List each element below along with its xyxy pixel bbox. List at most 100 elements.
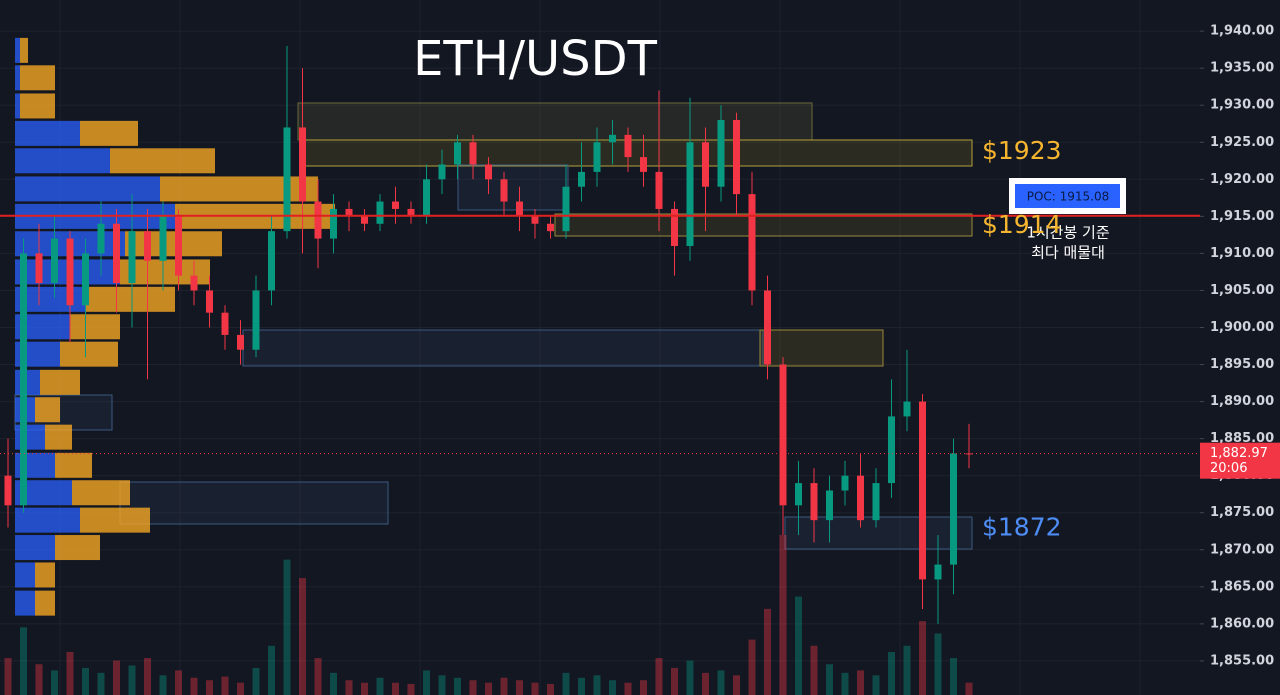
profile-down	[35, 562, 55, 588]
candle-body	[640, 157, 647, 172]
volume-bar	[407, 683, 415, 695]
volume-bar	[51, 670, 58, 695]
volume-bar	[888, 651, 895, 695]
poc-box-inner	[1015, 184, 1120, 208]
poc-note: 최다 매물대	[1031, 244, 1105, 262]
profile-up	[15, 65, 20, 91]
volume-bar	[423, 670, 430, 695]
volume-bar	[733, 675, 740, 695]
profile-down	[45, 424, 72, 450]
y-tick-label: 1,940.00	[1210, 24, 1274, 39]
candle-body	[717, 120, 725, 187]
y-tick-label: 1,905.00	[1210, 283, 1274, 298]
candle-body	[252, 290, 260, 350]
profile-down	[70, 314, 120, 340]
profile-up	[15, 148, 110, 174]
volume-bar	[872, 675, 880, 695]
candle-body	[485, 164, 492, 180]
price-annotation: $1872	[982, 512, 1062, 541]
candle-body	[934, 564, 942, 580]
profile-up	[15, 120, 80, 146]
profile-down	[72, 480, 130, 506]
volume-bar	[376, 677, 384, 695]
volume-bar	[562, 672, 570, 695]
candle-body	[562, 186, 570, 232]
profile-up	[15, 562, 35, 588]
volume-bar	[500, 677, 508, 695]
candle-body	[950, 453, 957, 565]
candle-body	[82, 253, 89, 306]
zone	[554, 213, 973, 237]
candle-body	[609, 134, 616, 143]
profile-down	[160, 176, 318, 202]
volume-bar	[237, 682, 244, 695]
volume-bar	[20, 627, 27, 695]
candle-body	[190, 275, 198, 291]
price-axis-labels: 1,855.00 1,860.00 1,865.00 1,870.00 1,875.00…	[1200, 24, 1280, 668]
candle-body	[66, 238, 74, 306]
y-tick-label: 1,935.00	[1210, 61, 1274, 76]
candle-body	[113, 223, 120, 284]
profile-up	[15, 507, 80, 533]
volume-bar	[516, 680, 523, 695]
volume-bar	[485, 682, 492, 695]
candle-body	[903, 401, 911, 417]
profile-up	[15, 590, 35, 616]
candle-body	[361, 216, 368, 224]
volume-bar	[857, 670, 864, 695]
y-tick-label: 1,855.00	[1210, 653, 1274, 668]
candle-body	[810, 483, 818, 521]
volume-bar	[190, 677, 198, 695]
profile-down	[110, 148, 215, 174]
profile-down	[80, 507, 150, 533]
y-tick-label: 1,910.00	[1210, 246, 1274, 261]
candle-body	[531, 216, 539, 224]
volume-bar	[314, 658, 322, 695]
last-price-label: 1,882.97	[1210, 446, 1268, 461]
volume-bar	[903, 645, 911, 695]
poc-note: 1시간봉 기준	[1026, 224, 1110, 242]
volume-bar	[159, 675, 167, 695]
candle-body	[547, 223, 554, 232]
profile-up	[15, 93, 20, 119]
volume-bar	[655, 658, 663, 695]
candle-body	[655, 171, 663, 209]
candle-body	[454, 142, 461, 165]
volume-bar	[361, 682, 368, 695]
candle-body	[206, 290, 213, 313]
volume-bar	[609, 680, 616, 695]
volume-bar	[454, 677, 461, 695]
zone	[299, 139, 973, 167]
y-tick-label: 1,890.00	[1210, 394, 1274, 409]
candle-body	[671, 208, 678, 246]
zone	[457, 164, 569, 211]
volume-bar	[252, 667, 260, 695]
zone	[784, 516, 973, 550]
candle-body	[748, 194, 756, 291]
volume-bar	[826, 664, 833, 695]
volume-bar	[547, 683, 554, 695]
profile-up	[15, 37, 20, 63]
candle-body	[392, 201, 399, 209]
candle-body	[779, 364, 787, 506]
candles	[4, 45, 973, 624]
y-tick-label: 1,930.00	[1210, 98, 1274, 113]
candle-body	[919, 401, 926, 580]
volume-bars	[4, 535, 973, 695]
candle-body	[469, 142, 477, 165]
candle-body	[35, 253, 43, 284]
volume-bar	[345, 680, 353, 695]
candle-body	[97, 223, 105, 254]
volume-bar	[764, 608, 771, 695]
candle-body	[345, 208, 353, 217]
y-tick-label: 1,920.00	[1210, 172, 1274, 187]
volume-bar	[640, 680, 647, 695]
last-price-tag	[1200, 442, 1280, 479]
volume-bar	[66, 651, 74, 695]
candle-body	[283, 127, 291, 232]
candle-body	[407, 208, 415, 217]
candle-body	[175, 216, 182, 276]
candle-body	[423, 179, 430, 217]
volume-bar	[175, 670, 182, 695]
volume-bar	[283, 559, 291, 695]
